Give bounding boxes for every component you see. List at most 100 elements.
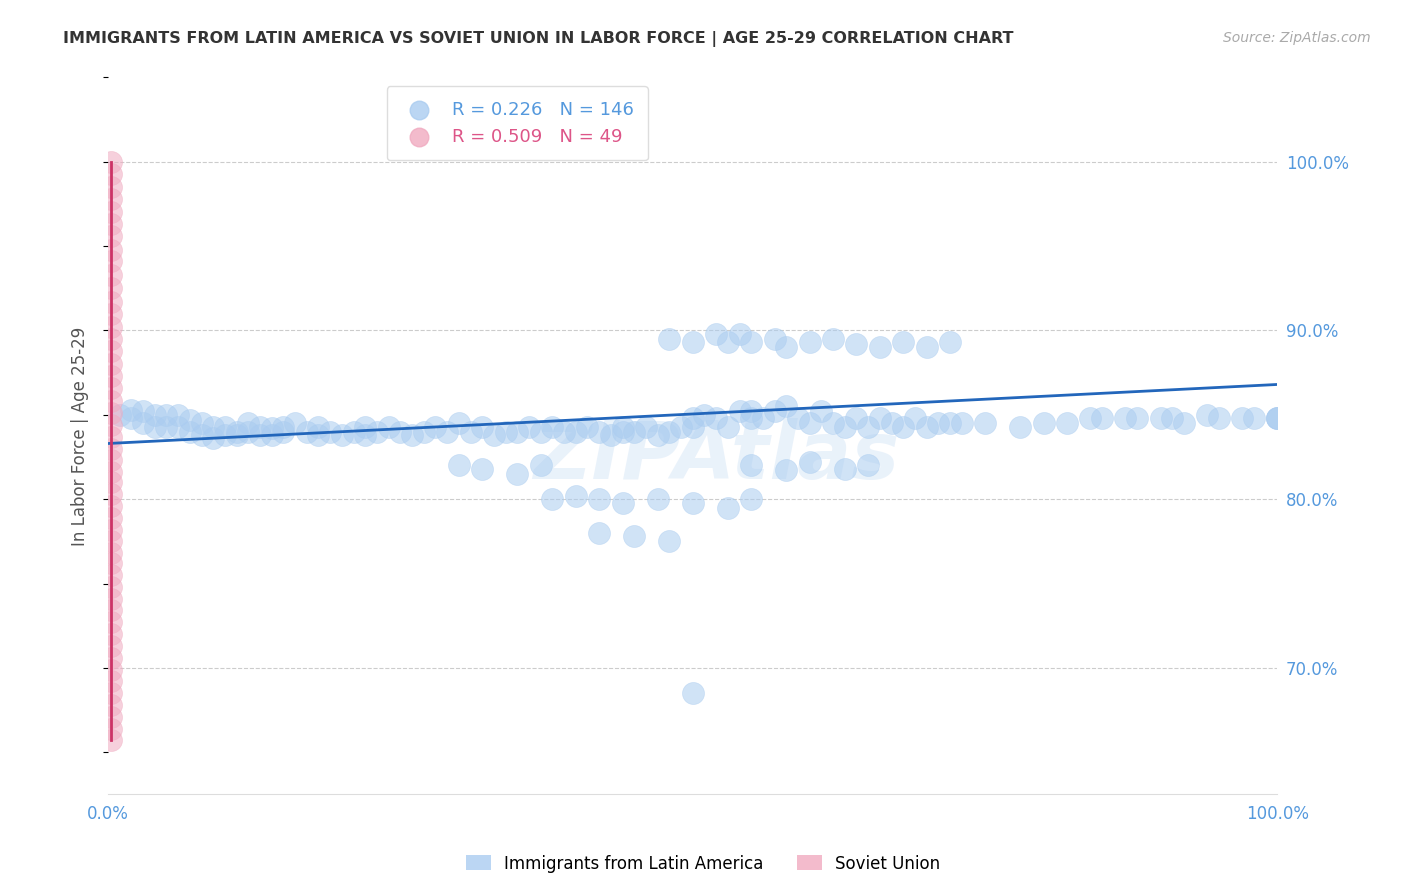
- Point: [1010, 419, 1032, 434]
- Point: [1173, 416, 1195, 430]
- Point: [295, 425, 318, 439]
- Point: [100, 627, 122, 641]
- Point: [1232, 411, 1254, 425]
- Point: [260, 428, 283, 442]
- Point: [588, 425, 610, 439]
- Point: [927, 416, 949, 430]
- Text: ZIPAtlas: ZIPAtlas: [533, 418, 900, 497]
- Point: [740, 411, 762, 425]
- Point: [740, 458, 762, 473]
- Point: [915, 340, 938, 354]
- Point: [190, 428, 212, 442]
- Point: [1032, 416, 1054, 430]
- Point: [308, 419, 330, 434]
- Legend: R = 0.226   N = 146, R = 0.509   N = 49: R = 0.226 N = 146, R = 0.509 N = 49: [387, 87, 648, 161]
- Point: [412, 425, 434, 439]
- Point: [354, 419, 377, 434]
- Point: [100, 733, 122, 747]
- Point: [775, 400, 797, 414]
- Point: [249, 419, 271, 434]
- Point: [100, 406, 122, 420]
- Point: [100, 603, 122, 617]
- Point: [1126, 411, 1149, 425]
- Point: [143, 419, 166, 434]
- Point: [100, 674, 122, 689]
- Point: [447, 416, 470, 430]
- Point: [100, 205, 122, 219]
- Point: [100, 430, 122, 444]
- Y-axis label: In Labor Force | Age 25-29: In Labor Force | Age 25-29: [72, 326, 89, 546]
- Point: [401, 428, 423, 442]
- Point: [939, 416, 962, 430]
- Point: [284, 416, 307, 430]
- Point: [799, 455, 821, 469]
- Point: [100, 615, 122, 630]
- Point: [693, 408, 716, 422]
- Point: [100, 154, 122, 169]
- Point: [100, 465, 122, 479]
- Point: [120, 411, 142, 425]
- Point: [565, 425, 588, 439]
- Point: [100, 650, 122, 665]
- Point: [100, 568, 122, 582]
- Point: [974, 416, 997, 430]
- Point: [717, 419, 740, 434]
- Point: [482, 428, 505, 442]
- Point: [100, 268, 122, 282]
- Point: [612, 419, 634, 434]
- Point: [682, 495, 704, 509]
- Point: [915, 419, 938, 434]
- Point: [1267, 411, 1289, 425]
- Point: [541, 419, 564, 434]
- Point: [717, 500, 740, 515]
- Point: [682, 419, 704, 434]
- Point: [1243, 411, 1265, 425]
- Point: [273, 425, 295, 439]
- Point: [740, 492, 762, 507]
- Point: [100, 320, 122, 334]
- Point: [100, 254, 122, 268]
- Point: [100, 523, 122, 537]
- Point: [763, 404, 786, 418]
- Point: [834, 419, 856, 434]
- Point: [425, 419, 447, 434]
- Point: [904, 411, 927, 425]
- Point: [1267, 411, 1289, 425]
- Point: [799, 335, 821, 350]
- Point: [100, 442, 122, 456]
- Point: [775, 340, 797, 354]
- Point: [682, 411, 704, 425]
- Point: [682, 686, 704, 700]
- Point: [100, 294, 122, 309]
- Point: [238, 416, 260, 430]
- Point: [108, 408, 131, 422]
- Point: [100, 722, 122, 736]
- Point: [553, 425, 575, 439]
- Point: [623, 529, 645, 543]
- Point: [728, 404, 751, 418]
- Point: [100, 556, 122, 570]
- Point: [179, 425, 201, 439]
- Point: [100, 343, 122, 358]
- Point: [273, 419, 295, 434]
- Point: [1056, 416, 1078, 430]
- Point: [100, 217, 122, 231]
- Point: [823, 332, 845, 346]
- Point: [823, 416, 845, 430]
- Point: [856, 458, 879, 473]
- Point: [100, 686, 122, 700]
- Point: [845, 337, 868, 351]
- Point: [471, 419, 494, 434]
- Point: [100, 180, 122, 194]
- Point: [214, 419, 236, 434]
- Point: [1197, 408, 1219, 422]
- Point: [100, 580, 122, 594]
- Point: [225, 428, 247, 442]
- Point: [342, 425, 364, 439]
- Point: [506, 467, 529, 481]
- Point: [775, 463, 797, 477]
- Point: [436, 425, 458, 439]
- Point: [763, 332, 786, 346]
- Point: [100, 487, 122, 501]
- Point: [647, 492, 669, 507]
